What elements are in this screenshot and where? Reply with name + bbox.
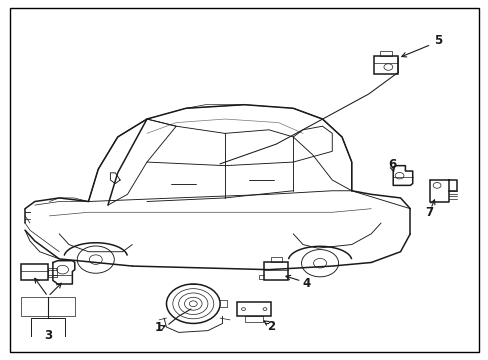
Text: 7: 7	[424, 207, 432, 220]
Text: 3: 3	[44, 329, 52, 342]
Text: 6: 6	[388, 158, 396, 171]
Text: 4: 4	[302, 277, 310, 290]
Text: 1: 1	[155, 321, 163, 334]
Text: 2: 2	[267, 320, 275, 333]
Bar	[245, 316, 263, 321]
Bar	[48, 268, 57, 277]
Bar	[271, 257, 282, 262]
Bar	[237, 302, 271, 316]
Bar	[21, 297, 75, 316]
Bar	[373, 56, 397, 74]
Bar	[264, 262, 288, 280]
Bar	[21, 264, 48, 280]
Bar	[379, 50, 391, 56]
Text: 5: 5	[433, 34, 442, 48]
